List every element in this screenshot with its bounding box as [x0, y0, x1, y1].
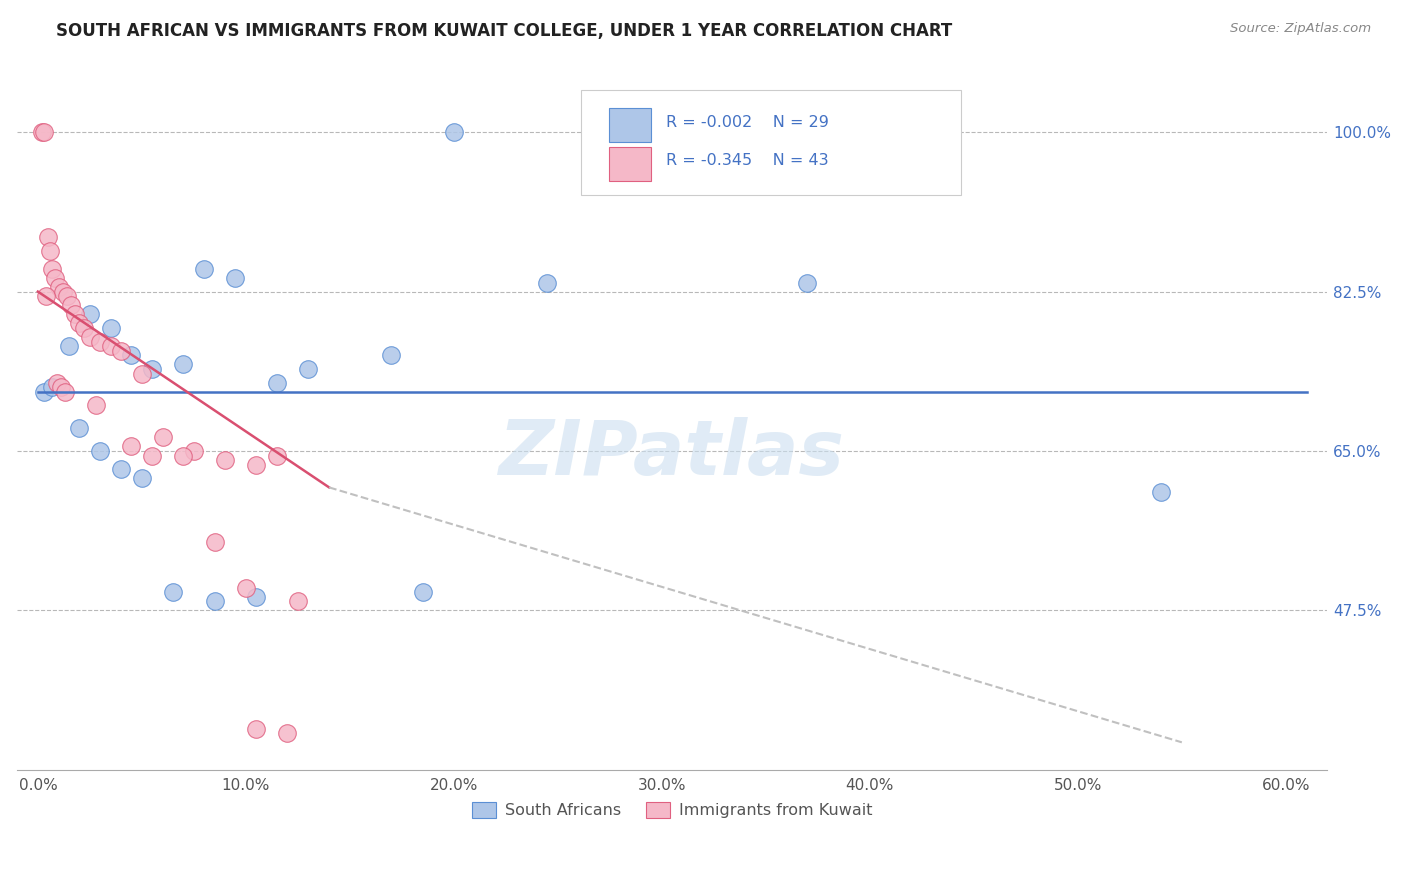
Legend: South Africans, Immigrants from Kuwait: South Africans, Immigrants from Kuwait — [465, 796, 879, 825]
Point — [49, 380, 72, 394]
Point — [60, 298, 83, 312]
Point — [121, 348, 143, 362]
Point — [72, 321, 94, 335]
Point — [69, 421, 91, 435]
Point — [41, 380, 63, 394]
Point — [100, 321, 122, 335]
Point — [214, 453, 236, 467]
Point — [287, 594, 309, 608]
Point — [44, 271, 66, 285]
Point — [31, 125, 53, 139]
Point — [89, 334, 111, 349]
Point — [245, 722, 267, 736]
Point — [37, 230, 59, 244]
Point — [58, 339, 80, 353]
Point — [89, 444, 111, 458]
Point — [380, 348, 402, 362]
Point — [69, 317, 91, 331]
Point — [110, 462, 132, 476]
Point — [52, 285, 75, 299]
Point — [41, 261, 63, 276]
Point — [56, 289, 79, 303]
Point — [297, 362, 319, 376]
Point — [152, 430, 174, 444]
Point — [131, 367, 153, 381]
Point — [110, 343, 132, 358]
Point — [183, 444, 205, 458]
Point — [204, 594, 226, 608]
Text: R = -0.002    N = 29: R = -0.002 N = 29 — [665, 115, 828, 130]
Point — [796, 276, 818, 290]
Point — [193, 261, 215, 276]
FancyBboxPatch shape — [581, 89, 960, 194]
Text: ZIPatlas: ZIPatlas — [499, 417, 845, 491]
Text: R = -0.345    N = 43: R = -0.345 N = 43 — [665, 153, 828, 168]
Point — [245, 458, 267, 472]
Point — [266, 376, 288, 390]
Point — [536, 276, 558, 290]
Point — [141, 449, 163, 463]
Point — [276, 726, 298, 740]
Point — [162, 585, 184, 599]
Point — [121, 439, 143, 453]
Point — [172, 358, 194, 372]
Point — [79, 307, 101, 321]
Point — [172, 449, 194, 463]
Point — [79, 330, 101, 344]
Point — [412, 585, 434, 599]
Text: SOUTH AFRICAN VS IMMIGRANTS FROM KUWAIT COLLEGE, UNDER 1 YEAR CORRELATION CHART: SOUTH AFRICAN VS IMMIGRANTS FROM KUWAIT … — [56, 22, 952, 40]
FancyBboxPatch shape — [609, 109, 651, 142]
Point — [48, 280, 70, 294]
Point — [32, 384, 55, 399]
Point — [443, 125, 465, 139]
Point — [100, 339, 122, 353]
Point — [84, 399, 107, 413]
Point — [204, 535, 226, 549]
Point — [235, 581, 257, 595]
Point — [53, 384, 76, 399]
Point — [35, 289, 58, 303]
Point — [45, 376, 67, 390]
Point — [32, 125, 55, 139]
Point — [245, 590, 267, 604]
FancyBboxPatch shape — [609, 147, 651, 181]
Text: Source: ZipAtlas.com: Source: ZipAtlas.com — [1230, 22, 1371, 36]
Point — [224, 271, 246, 285]
Point — [141, 362, 163, 376]
Point — [39, 244, 62, 258]
Point — [266, 449, 288, 463]
Point — [1150, 484, 1173, 499]
Point — [131, 471, 153, 485]
Point — [65, 307, 87, 321]
